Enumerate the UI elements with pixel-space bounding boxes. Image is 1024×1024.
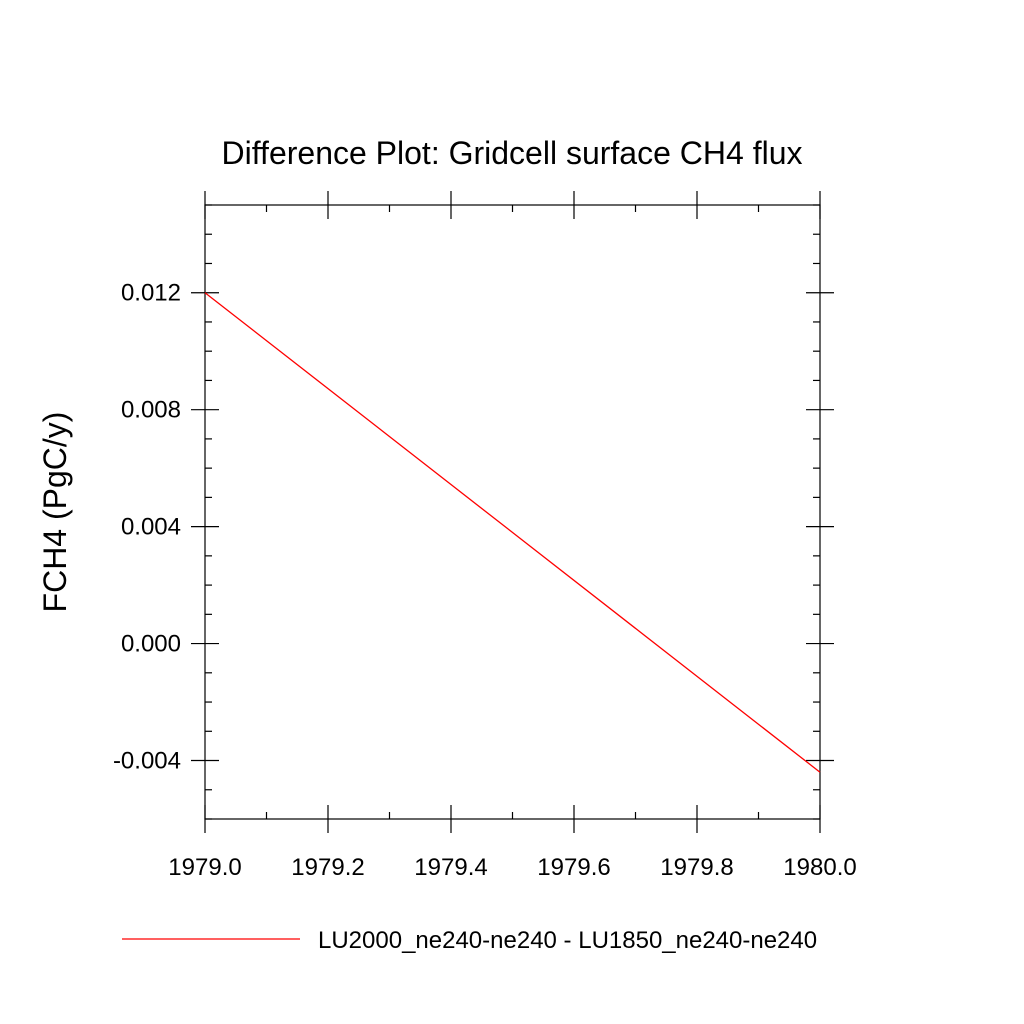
x-tick-label: 1979.0 bbox=[168, 854, 241, 881]
x-tick-label: 1980.0 bbox=[783, 854, 856, 881]
plot-axes: -0.004 0.000 0.004 0.008 0.012 1979.0 1979.2 19… bbox=[113, 191, 857, 881]
x-tick-label: 1979.4 bbox=[414, 854, 487, 881]
x-tick-label: 1979.6 bbox=[537, 854, 610, 881]
y-tick-label: 0.004 bbox=[121, 514, 181, 541]
legend-label: LU2000_ne240-ne240 - LU1850_ne240-ne240 bbox=[318, 927, 817, 954]
plot-frame bbox=[204, 204, 821, 820]
chart-title: Difference Plot: Gridcell surface CH4 fl… bbox=[222, 135, 803, 171]
y-tick-label: 0.008 bbox=[121, 397, 181, 424]
y-tick-label: -0.004 bbox=[113, 748, 181, 775]
legend: LU2000_ne240-ne240 - LU1850_ne240-ne240 bbox=[122, 927, 817, 954]
y-tick-label: 0.012 bbox=[121, 280, 181, 307]
series-line bbox=[204, 292, 821, 773]
y-axis-label: FCH4 (PgC/y) bbox=[37, 412, 73, 613]
x-tick-label: 1979.2 bbox=[291, 854, 364, 881]
series-layer bbox=[204, 292, 821, 773]
x-tick-label: 1979.8 bbox=[660, 854, 733, 881]
y-tick-label: 0.000 bbox=[121, 631, 181, 658]
